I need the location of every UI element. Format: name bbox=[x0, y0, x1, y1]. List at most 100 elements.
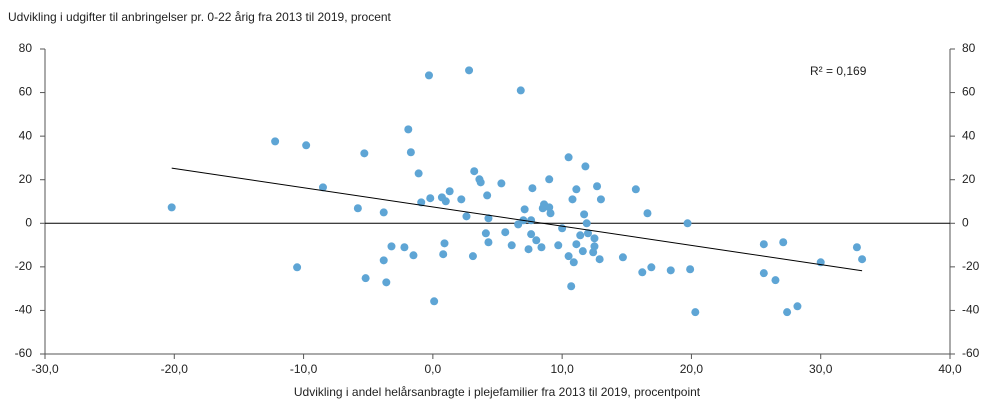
point bbox=[647, 263, 656, 272]
point bbox=[457, 195, 466, 204]
point bbox=[858, 255, 867, 264]
point bbox=[580, 210, 589, 219]
point bbox=[353, 204, 362, 213]
y-tick-label: 80 bbox=[19, 41, 33, 55]
point bbox=[779, 238, 788, 247]
point bbox=[537, 243, 546, 252]
point bbox=[426, 194, 435, 203]
point bbox=[400, 243, 409, 252]
point bbox=[379, 256, 388, 265]
point bbox=[584, 229, 592, 238]
point bbox=[167, 203, 176, 212]
point bbox=[576, 231, 585, 240]
x-tick-label: 0,0 bbox=[425, 362, 442, 376]
point bbox=[470, 167, 479, 176]
point bbox=[414, 169, 423, 178]
annotation: R² = 0,169 bbox=[810, 64, 867, 78]
point bbox=[430, 297, 439, 306]
point bbox=[783, 308, 792, 317]
chart-title: Udvikling i udgifter til anbringelser pr… bbox=[8, 10, 392, 24]
point bbox=[484, 214, 493, 223]
x-tick-label: 40,0 bbox=[938, 362, 962, 376]
point bbox=[387, 242, 396, 251]
point bbox=[564, 153, 573, 162]
y-tick-label: 60 bbox=[19, 85, 33, 99]
y-tick-label: -60 bbox=[15, 346, 33, 360]
point bbox=[686, 265, 695, 274]
point bbox=[545, 175, 554, 184]
y2-tick-label: 60 bbox=[962, 85, 976, 99]
point bbox=[595, 255, 604, 264]
x-tick-label: 30,0 bbox=[809, 362, 833, 376]
x-tick-label: -10,0 bbox=[290, 362, 318, 376]
point bbox=[361, 274, 370, 283]
y-tick-label: -40 bbox=[15, 303, 33, 317]
point bbox=[507, 241, 516, 250]
point bbox=[382, 278, 391, 287]
point bbox=[302, 141, 311, 150]
point bbox=[643, 209, 652, 218]
y-tick-label: 40 bbox=[19, 128, 33, 142]
point bbox=[468, 252, 477, 261]
y2-tick-label: 40 bbox=[962, 128, 976, 142]
point bbox=[582, 219, 591, 228]
point bbox=[497, 179, 506, 188]
y2-tick-label: 0 bbox=[962, 215, 969, 229]
y2-tick-label: -40 bbox=[962, 303, 980, 317]
point bbox=[445, 187, 454, 196]
x-axis-label: Udvikling i andel helårsanbragte i pleje… bbox=[294, 385, 701, 399]
y2-tick-label: 20 bbox=[962, 172, 976, 186]
y-tick-label: 0 bbox=[25, 215, 32, 229]
point bbox=[417, 198, 426, 207]
point bbox=[596, 195, 605, 204]
point bbox=[568, 195, 577, 204]
point bbox=[546, 209, 555, 218]
point bbox=[564, 252, 573, 261]
point bbox=[483, 191, 492, 200]
point bbox=[572, 240, 581, 249]
point bbox=[572, 185, 581, 194]
point bbox=[379, 208, 388, 217]
point bbox=[852, 243, 861, 252]
point bbox=[631, 185, 640, 194]
point bbox=[581, 162, 590, 171]
point bbox=[532, 236, 541, 245]
y2-tick-label: 80 bbox=[962, 41, 976, 55]
y2-tick-label: -60 bbox=[962, 346, 980, 360]
x-tick-label: -20,0 bbox=[161, 362, 189, 376]
point bbox=[569, 258, 578, 267]
point bbox=[441, 197, 450, 206]
point bbox=[476, 178, 485, 187]
point bbox=[404, 125, 413, 134]
trendline bbox=[171, 167, 863, 272]
point bbox=[590, 234, 599, 243]
point bbox=[578, 247, 587, 256]
point bbox=[638, 268, 647, 277]
x-tick-label: 10,0 bbox=[550, 362, 574, 376]
point bbox=[520, 205, 529, 214]
x-tick-label: -30,0 bbox=[31, 362, 59, 376]
point bbox=[590, 242, 599, 251]
point bbox=[409, 251, 418, 260]
point bbox=[406, 148, 415, 157]
point bbox=[528, 184, 537, 193]
point bbox=[318, 183, 327, 192]
point bbox=[516, 86, 525, 95]
point bbox=[683, 219, 692, 228]
point bbox=[793, 302, 802, 311]
y2-tick-label: -20 bbox=[962, 259, 980, 273]
point bbox=[293, 263, 302, 272]
x-tick-label: 20,0 bbox=[680, 362, 704, 376]
point bbox=[759, 240, 768, 249]
y-tick-label: -20 bbox=[15, 259, 33, 273]
point bbox=[759, 269, 768, 278]
point bbox=[527, 230, 536, 239]
y-tick-label: 20 bbox=[19, 172, 33, 186]
point bbox=[484, 238, 493, 247]
point bbox=[567, 282, 576, 291]
point bbox=[424, 71, 433, 80]
point bbox=[271, 137, 280, 146]
point bbox=[771, 276, 780, 285]
point bbox=[481, 229, 490, 238]
